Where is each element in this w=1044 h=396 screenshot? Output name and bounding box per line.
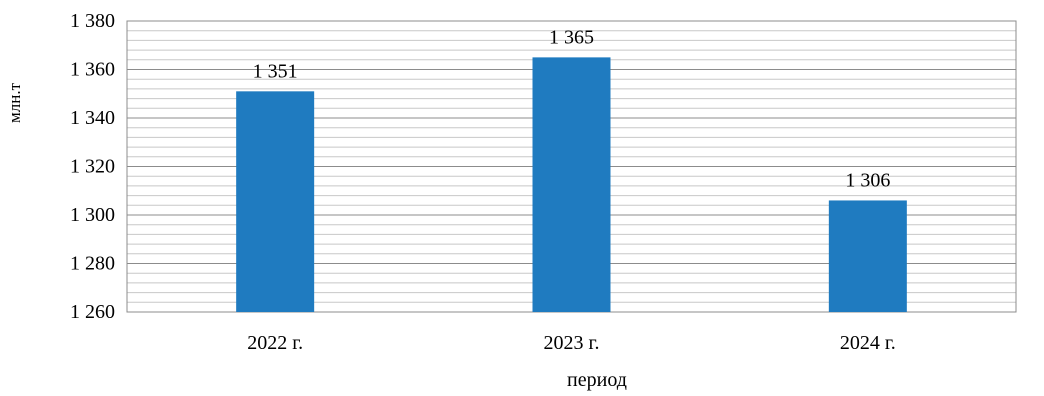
y-axis: 1 260 1 280 1 300 1 320 1 340 1 360 1 380	[70, 10, 115, 323]
y-tick-label-2: 1 300	[70, 204, 115, 226]
data-labels: 1 351 1 365 1 306	[253, 26, 891, 191]
data-label-2: 1 306	[845, 169, 890, 191]
y-axis-title: млн.т	[5, 82, 24, 123]
bar-2	[828, 200, 907, 312]
y-tick-label-6: 1 380	[70, 10, 115, 32]
y-tick-label-0: 1 260	[70, 301, 115, 323]
x-tick-label-0: 2022 г.	[247, 332, 303, 354]
bar-1	[532, 57, 611, 312]
y-tick-label-3: 1 320	[70, 156, 115, 178]
data-label-1: 1 365	[549, 26, 594, 48]
data-label-0: 1 351	[253, 60, 298, 82]
bar-0	[236, 91, 315, 312]
y-tick-label-1: 1 280	[70, 253, 115, 275]
bars	[236, 57, 907, 312]
y-tick-label-5: 1 360	[70, 59, 115, 81]
y-tick-label-4: 1 340	[70, 107, 115, 129]
x-axis: 2022 г. 2023 г. 2024 г.	[247, 332, 896, 354]
x-tick-label-2: 2024 г.	[840, 332, 896, 354]
x-axis-title: период	[567, 369, 627, 391]
x-tick-label-1: 2023 г.	[544, 332, 600, 354]
